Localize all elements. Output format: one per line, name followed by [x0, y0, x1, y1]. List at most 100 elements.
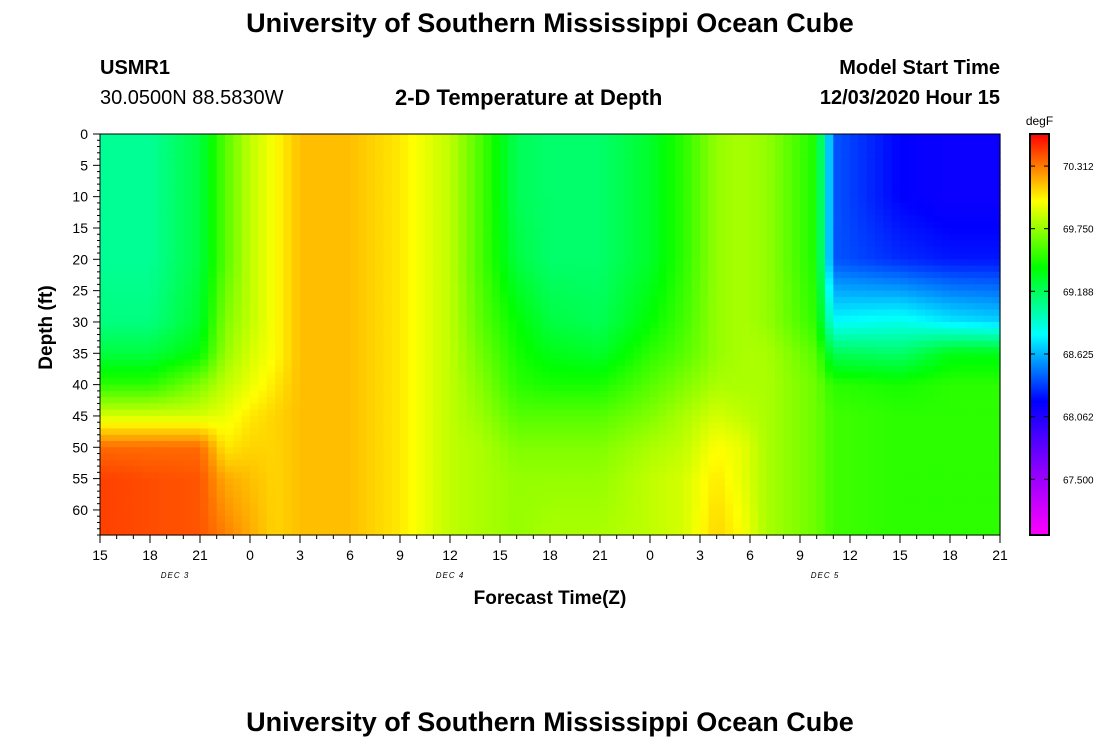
heatmap-cell	[383, 284, 393, 292]
heatmap-cell	[466, 434, 476, 442]
heatmap-cell	[650, 334, 659, 342]
heatmap-cell	[683, 152, 693, 160]
heatmap-cell	[633, 528, 643, 536]
heatmap-cell	[700, 190, 709, 198]
heatmap-cell	[558, 478, 568, 486]
heatmap-cell	[191, 522, 201, 530]
heatmap-cell	[525, 528, 534, 536]
heatmap-cell	[450, 234, 459, 242]
heatmap-cell	[150, 347, 159, 354]
heatmap-cell	[683, 177, 693, 185]
heatmap-cell	[575, 184, 584, 191]
heatmap-cell	[175, 434, 184, 442]
heatmap-cell	[675, 177, 684, 185]
heatmap-cell	[491, 484, 501, 492]
heatmap-cell	[400, 403, 409, 411]
heatmap-cell	[350, 284, 359, 292]
heatmap-cell	[183, 422, 193, 430]
heatmap-cell	[666, 403, 676, 411]
heatmap-cell	[433, 453, 443, 461]
heatmap-cell	[458, 159, 468, 166]
heatmap-cell	[216, 491, 226, 499]
heatmap-cell	[366, 372, 376, 379]
heatmap-cell	[358, 390, 368, 398]
heatmap-cell	[533, 296, 543, 304]
heatmap-cell	[116, 171, 126, 179]
heatmap-cell	[316, 196, 326, 204]
heatmap-cell	[416, 459, 426, 467]
heatmap-cell	[200, 321, 209, 329]
heatmap-cell	[308, 246, 318, 254]
heatmap-cell	[191, 390, 201, 398]
heatmap-cell	[358, 491, 368, 499]
heatmap-cell	[108, 196, 118, 204]
heatmap-cell	[683, 434, 693, 442]
heatmap-cell	[475, 409, 484, 417]
heatmap-cell	[275, 353, 284, 361]
heatmap-cell	[300, 497, 309, 505]
heatmap-cell	[525, 397, 534, 405]
heatmap-cell	[583, 146, 593, 154]
heatmap-cell	[491, 509, 501, 517]
heatmap-cell	[158, 359, 168, 367]
heatmap-cell	[175, 447, 184, 455]
heatmap-cell	[666, 209, 676, 217]
heatmap-cell	[241, 152, 251, 160]
heatmap-cell	[308, 202, 318, 210]
heatmap-cell	[466, 253, 476, 260]
heatmap-cell	[358, 347, 368, 354]
heatmap-cell	[283, 484, 293, 492]
heatmap-cell	[166, 359, 176, 367]
heatmap-cell	[108, 190, 118, 198]
heatmap-cell	[458, 372, 468, 379]
heatmap-cell	[208, 409, 218, 417]
heatmap-cell	[175, 453, 184, 461]
heatmap-cell	[258, 340, 268, 348]
heatmap-cell	[450, 340, 459, 348]
heatmap-cell	[500, 403, 509, 411]
heatmap-cell	[100, 215, 109, 223]
heatmap-cell	[250, 340, 259, 348]
heatmap-cell	[116, 271, 126, 279]
heatmap-cell	[400, 240, 409, 248]
heatmap-cell	[241, 202, 251, 210]
heatmap-cell	[108, 271, 118, 279]
heatmap-cell	[491, 403, 501, 411]
heatmap-cell	[191, 265, 201, 273]
heatmap-cell	[508, 384, 518, 392]
heatmap-cell	[708, 165, 718, 173]
heatmap-cell	[133, 528, 143, 536]
heatmap-cell	[591, 315, 601, 323]
heatmap-cell	[300, 503, 309, 511]
heatmap-cell	[600, 315, 609, 323]
heatmap-cell	[100, 159, 109, 166]
heatmap-cell	[283, 315, 293, 323]
heatmap-cell	[258, 321, 268, 329]
heatmap-cell	[675, 309, 684, 317]
heatmap-cell	[200, 472, 209, 480]
heatmap-cell	[316, 459, 326, 467]
heatmap-cell	[466, 290, 476, 298]
heatmap-cell	[733, 140, 743, 148]
heatmap-cell	[166, 497, 176, 505]
heatmap-cell	[541, 365, 551, 373]
heatmap-cell	[633, 284, 643, 292]
heatmap-cell	[100, 321, 109, 329]
heatmap-cell	[675, 284, 684, 292]
heatmap-cell	[475, 434, 484, 442]
heatmap-cell	[558, 453, 568, 461]
heatmap-cell	[483, 509, 493, 517]
heatmap-cell	[550, 215, 559, 223]
heatmap-cell	[641, 309, 651, 317]
heatmap-cell	[683, 378, 693, 386]
heatmap-cell	[175, 284, 184, 292]
heatmap-cell	[683, 134, 693, 141]
heatmap-cell	[500, 397, 509, 405]
heatmap-cell	[633, 484, 643, 492]
heatmap-cell	[658, 409, 668, 417]
heatmap-cell	[475, 296, 484, 304]
heatmap-cell	[100, 340, 109, 348]
heatmap-cell	[608, 309, 618, 317]
heatmap-cell	[175, 240, 184, 248]
heatmap-cell	[183, 478, 193, 486]
